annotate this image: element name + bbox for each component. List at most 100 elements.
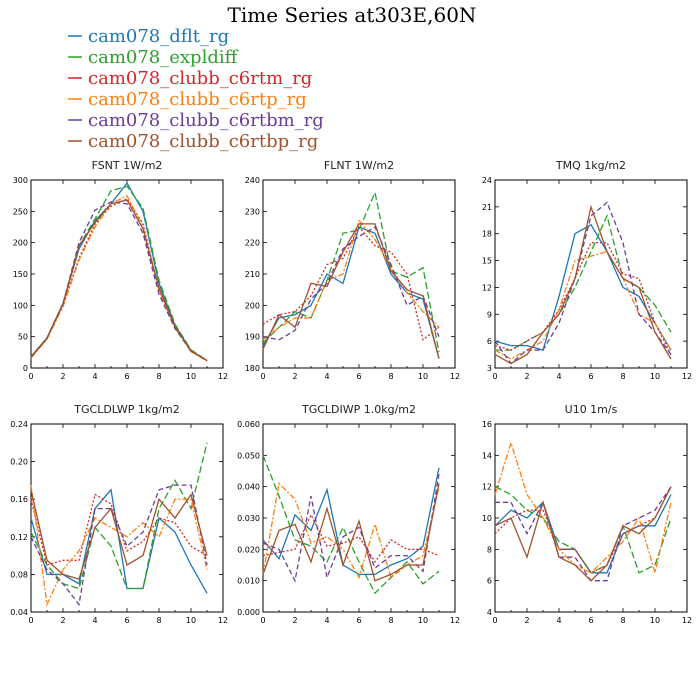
series-line — [494, 486, 672, 574]
series-line — [262, 226, 440, 359]
series-line — [262, 467, 440, 576]
series-line — [262, 225, 440, 341]
x-tick-label: 12 — [450, 616, 460, 625]
x-tick-label: 12 — [218, 372, 228, 381]
x-tick-label: 10 — [418, 372, 428, 381]
y-tick-label: 3 — [487, 364, 492, 373]
x-tick-label: 2 — [524, 616, 529, 625]
y-tick-label: 21 — [482, 203, 492, 212]
x-tick-label: 0 — [260, 372, 265, 381]
y-tick-label: 200 — [13, 239, 28, 248]
y-tick-label: 12 — [482, 483, 492, 492]
x-tick-label: 2 — [292, 372, 297, 381]
x-tick-label: 6 — [356, 372, 361, 381]
y-tick-label: 0 — [23, 364, 28, 373]
x-tick-label: 0 — [28, 616, 33, 625]
axis-frame — [30, 423, 224, 613]
x-tick-label: 6 — [356, 616, 361, 625]
series-line — [262, 473, 440, 583]
x-tick-label: 0 — [492, 616, 497, 625]
y-tick-label: 16 — [482, 420, 492, 429]
x-tick-label: 4 — [324, 616, 329, 625]
series-line — [30, 484, 208, 607]
panel-title: FLNT 1W/m2 — [324, 159, 394, 172]
y-tick-label: 210 — [245, 270, 260, 279]
y-tick-label: 300 — [13, 176, 28, 185]
legend-item: cam078_clubb_c6rtbm_rg — [68, 110, 324, 131]
series-line — [494, 250, 672, 360]
legend-item: cam078_clubb_c6rtbp_rg — [68, 131, 318, 152]
y-tick-label: 0.20 — [10, 458, 28, 467]
series-line — [30, 489, 208, 580]
x-tick-label: 4 — [92, 616, 97, 625]
x-tick-label: 0 — [260, 616, 265, 625]
panel-title: U10 1m/s — [565, 403, 618, 416]
x-tick-label: 2 — [292, 616, 297, 625]
x-tick-label: 2 — [60, 372, 65, 381]
y-tick-label: 0.040 — [237, 483, 260, 492]
y-tick-label: 18 — [482, 230, 492, 239]
y-tick-label: 50 — [18, 333, 28, 342]
legend-label: cam078_dflt_rg — [88, 26, 229, 47]
x-tick-label: 4 — [324, 372, 329, 381]
panel-title: TGCLDLWP 1kg/m2 — [73, 403, 179, 416]
x-tick-label: 4 — [556, 616, 561, 625]
x-tick-label: 2 — [524, 372, 529, 381]
series-line — [494, 204, 672, 365]
x-tick-label: 10 — [186, 616, 196, 625]
series-line — [262, 482, 440, 580]
x-tick-label: 2 — [60, 616, 65, 625]
x-tick-label: 6 — [588, 616, 593, 625]
legend-item: cam078_clubb_c6rtm_rg — [68, 68, 312, 89]
y-tick-label: 0.010 — [237, 577, 260, 586]
series-line — [494, 440, 672, 576]
y-tick-label: 180 — [245, 364, 260, 373]
x-tick-label: 8 — [156, 616, 161, 625]
x-tick-label: 12 — [682, 616, 692, 625]
y-tick-label: 15 — [482, 257, 492, 266]
series-line — [262, 219, 440, 341]
x-tick-label: 6 — [124, 616, 129, 625]
series-line — [495, 213, 672, 351]
x-tick-label: 8 — [156, 372, 161, 381]
y-tick-label: 0.04 — [10, 608, 28, 617]
x-tick-label: 10 — [418, 616, 428, 625]
y-tick-label: 0.12 — [10, 533, 28, 542]
y-tick-label: 0.000 — [237, 608, 260, 617]
y-tick-label: 0.060 — [237, 420, 260, 429]
series-line — [262, 455, 440, 595]
chart-panel: TGCLDIWP 1.0kg/m2 0 2 4 6 8 10 12 0.000 0.010 0.02… — [237, 403, 460, 625]
series-line — [30, 442, 208, 590]
y-tick-label: 9 — [487, 310, 492, 319]
series-line — [262, 513, 440, 564]
chart-panel: U10 1m/s 0 2 4 6 8 10 12 4 6 8 10 12 14 16 — [482, 403, 692, 625]
x-tick-label: 12 — [218, 616, 228, 625]
series-line — [30, 485, 208, 607]
y-tick-label: 250 — [13, 207, 28, 216]
chart-panels: FSNT 1W/m20 2 4 6 8 10 12050100150200250300FLN… — [10, 159, 692, 625]
x-tick-label: 12 — [682, 372, 692, 381]
y-tick-label: 6 — [487, 577, 492, 586]
x-tick-label: 4 — [556, 372, 561, 381]
y-tick-label: 10 — [482, 514, 492, 523]
legend-label: cam078_clubb_c6rtm_rg — [88, 68, 312, 89]
x-tick-label: 0 — [28, 372, 33, 381]
x-tick-label: 8 — [620, 372, 625, 381]
series-line — [30, 199, 208, 362]
y-tick-label: 12 — [482, 283, 492, 292]
x-tick-label: 10 — [650, 616, 660, 625]
legend-item: cam078_expldiff — [68, 47, 239, 68]
x-tick-label: 10 — [186, 372, 196, 381]
y-tick-label: 100 — [13, 301, 28, 310]
y-tick-label: 0.030 — [237, 514, 260, 523]
y-tick-label: 0.08 — [10, 570, 28, 579]
series-line — [262, 190, 440, 353]
y-tick-label: 230 — [245, 207, 260, 216]
y-tick-label: 190 — [245, 333, 260, 342]
x-tick-label: 6 — [588, 372, 593, 381]
series-line — [494, 486, 672, 582]
panel-title: TMQ 1kg/m2 — [555, 159, 626, 172]
series-line — [495, 486, 672, 582]
figure-title: Time Series at303E,60N — [228, 3, 477, 27]
